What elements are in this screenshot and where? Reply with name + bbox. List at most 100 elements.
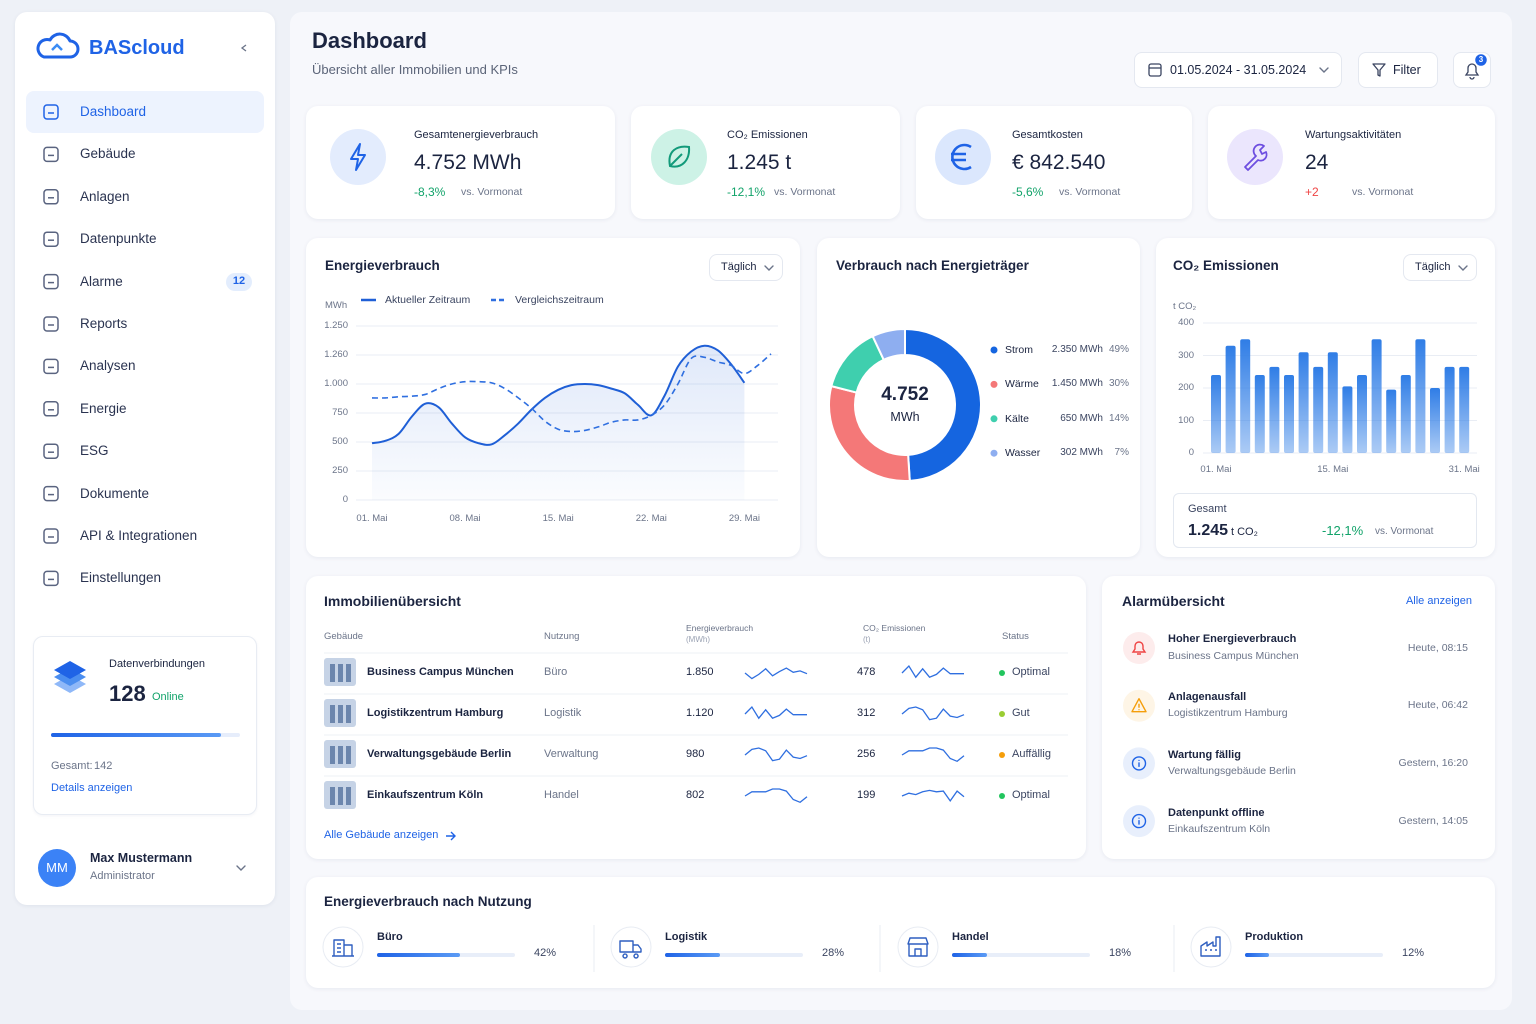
usage-track: [1245, 953, 1383, 957]
nav-item[interactable]: Dashboard: [80, 103, 147, 119]
alarm-title: Wartung fällig: [1168, 748, 1241, 761]
avatar-initials: MM: [46, 860, 68, 876]
label: vs. Vormonat: [1375, 526, 1434, 537]
data-label: 42%: [533, 947, 556, 960]
nav-item[interactable]: ESG: [80, 443, 109, 459]
alarm-time: Heute, 08:15: [1407, 641, 1468, 654]
usage-bar: [665, 953, 721, 957]
y-tick-label: 250: [332, 465, 348, 477]
column-header: Nutzung: [544, 631, 580, 643]
building-name: Business Campus München: [367, 666, 514, 679]
chart-card: [306, 238, 800, 557]
column-header: Gebäude: [324, 631, 364, 643]
building-use: Handel: [544, 789, 579, 802]
building-co2: 312: [857, 707, 876, 720]
kpi-icon-bg: [935, 129, 991, 185]
chart-title: CO₂ Emissionen: [1173, 257, 1279, 273]
avatar: [38, 849, 76, 887]
link[interactable]: Details anzeigen: [51, 782, 133, 795]
y-tick-label: 500: [332, 436, 348, 448]
kpi-value: 24: [1305, 151, 1329, 175]
kpi-compare: vs. Vormonat: [774, 185, 836, 198]
data-label: 18%: [1108, 947, 1131, 960]
label: Online: [152, 691, 184, 704]
alarm-time: Gestern, 16:20: [1398, 757, 1468, 770]
kpi-icon-bg: [1227, 129, 1283, 185]
kpi-icon-bg: [651, 129, 707, 185]
connections-card: [33, 636, 257, 815]
y-tick-label: 200: [1178, 382, 1194, 394]
nav-item[interactable]: Einstellungen: [80, 570, 162, 586]
usage-bar: [377, 953, 460, 957]
column-header: CO₂ Emissionen: [863, 622, 926, 633]
notification-count: 3: [1478, 55, 1484, 65]
alarm-place: Verwaltungsgebäude Berlin: [1168, 765, 1296, 778]
alarms-card: [1102, 576, 1495, 859]
usage-bar: [1245, 953, 1269, 957]
legend-amount: 302 MWh: [1060, 447, 1103, 459]
legend-label: Aktueller Zeitraum: [385, 293, 471, 306]
data-label: 7%: [1114, 447, 1129, 459]
date-picker[interactable]: [1134, 52, 1342, 88]
legend-label: Wasser: [1005, 446, 1041, 459]
label: 142: [94, 760, 113, 773]
building-co2: 478: [857, 666, 876, 679]
label: Gesamt: [1188, 503, 1227, 516]
nav-item[interactable]: Reports: [80, 315, 128, 331]
nav-item[interactable]: Dokumente: [80, 485, 150, 501]
building-co2: 256: [857, 748, 876, 761]
kpi-label: Wartungsaktivitäten: [1305, 129, 1402, 142]
building-energy: 980: [686, 748, 705, 761]
nav-item[interactable]: Energie: [80, 400, 127, 416]
notifications-button[interactable]: [1453, 52, 1491, 88]
legend-label: Vergleichszeitraum: [515, 293, 604, 306]
kpi-label: CO₂ Emissionen: [727, 129, 808, 142]
kpi-value: 1.245 t: [727, 151, 792, 175]
usage-label: Büro: [377, 931, 403, 944]
building-name: Verwaltungsgebäude Berlin: [367, 748, 512, 761]
dropdown[interactable]: [1403, 254, 1477, 281]
legend-amount: 2.350 MWh: [1051, 344, 1103, 355]
building-use: Logistik: [544, 707, 582, 720]
building-status: Gut: [1012, 707, 1030, 720]
dropdown-label: Täglich: [721, 261, 757, 274]
kpi-change: -5,6%: [1012, 184, 1044, 199]
alarm-place: Business Campus München: [1168, 649, 1299, 662]
link[interactable]: Alle Gebäude anzeigen: [324, 829, 439, 842]
nav-item[interactable]: Anlagen: [80, 188, 130, 204]
y-tick-label: 1.260: [324, 349, 348, 361]
card-title: Alarmübersicht: [1122, 592, 1225, 609]
column-unit: (t): [863, 635, 871, 645]
nav-item[interactable]: Gebäude: [80, 146, 136, 162]
legend-amount: 1.450 MWh: [1051, 378, 1103, 390]
label: 128: [109, 680, 146, 706]
alarm-time: Heute, 06:42: [1407, 699, 1468, 712]
kpi-value: 4.752 MWh: [414, 151, 522, 175]
y-tick-label: 1.250: [324, 320, 348, 332]
alarm-place: Logistikzentrum Hamburg: [1168, 707, 1288, 720]
nav-item[interactable]: Alarme: [80, 273, 123, 289]
dropdown-label: Täglich: [1415, 261, 1451, 274]
filter-button[interactable]: [1358, 52, 1438, 88]
kpi-change: -12,1%: [727, 184, 766, 199]
x-tick-label: 01. Mai: [356, 513, 388, 525]
axis-label: MWh: [325, 300, 348, 312]
label: t CO₂: [1231, 526, 1258, 539]
label: Administrator: [90, 870, 155, 883]
data-label: 49%: [1108, 344, 1129, 355]
usage-label: Logistik: [665, 931, 708, 944]
usage-track: [952, 953, 1090, 957]
nav-active[interactable]: [26, 91, 264, 133]
usage-label: Produktion: [1245, 931, 1304, 944]
y-tick-label: 750: [332, 407, 348, 419]
axis-label: t CO₂: [1173, 301, 1197, 313]
column-header: Status: [1002, 631, 1029, 643]
legend-amount: 650 MWh: [1060, 412, 1103, 424]
nav-item[interactable]: Datenpunkte: [80, 231, 157, 247]
kpi-compare: vs. Vormonat: [1059, 185, 1121, 198]
link[interactable]: Alle anzeigen: [1405, 595, 1472, 608]
nav-item[interactable]: API & Integrationen: [80, 527, 198, 543]
building-status: Optimal: [1012, 789, 1050, 802]
nav-item[interactable]: Analysen: [80, 358, 136, 374]
